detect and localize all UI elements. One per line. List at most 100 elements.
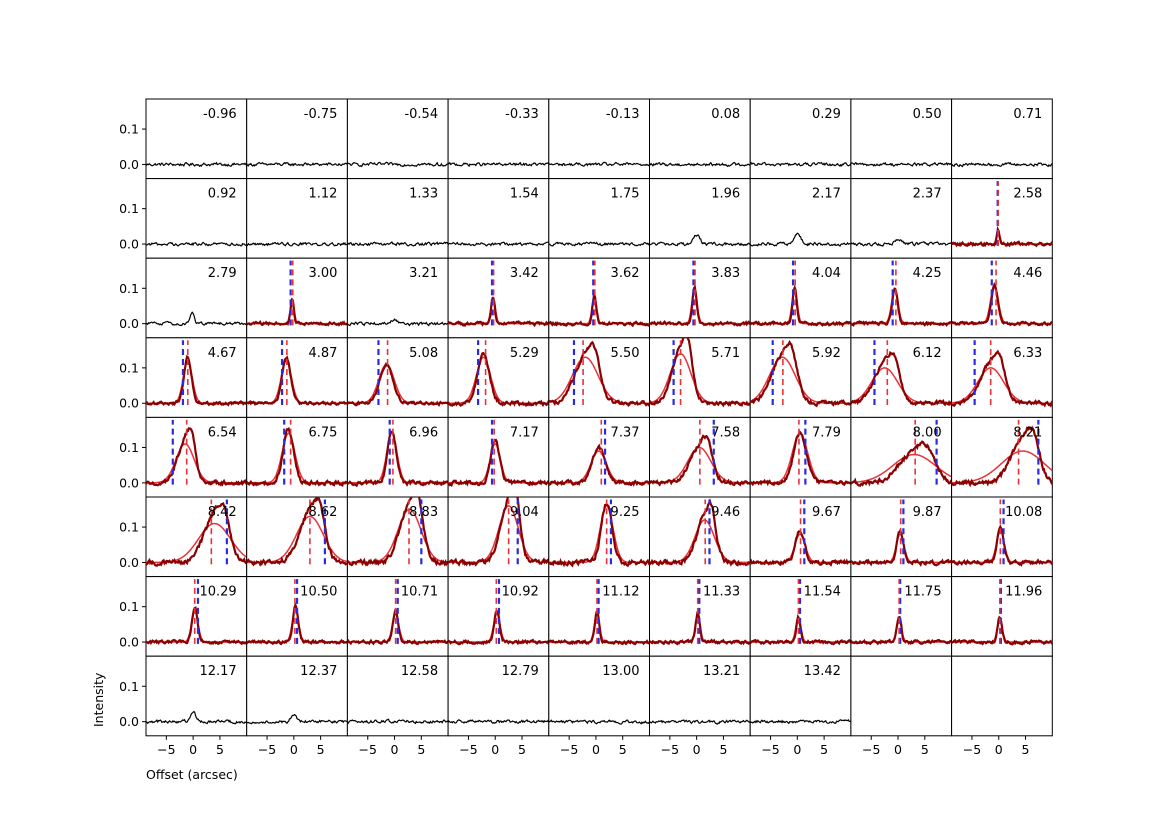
- data-curve: [649, 234, 751, 247]
- panel-label: 3.83: [711, 266, 740, 281]
- panel-label: -0.33: [505, 107, 539, 122]
- panel: 0.08: [649, 98, 751, 180]
- panel-frame: [850, 655, 953, 737]
- data-curve: [649, 611, 751, 646]
- panel-label: 5.71: [711, 346, 740, 361]
- x-tick-label: 5: [216, 742, 224, 757]
- panel: 4.04: [749, 257, 852, 339]
- panel: 12.79 −5 0 5: [447, 655, 550, 757]
- data-curve: [548, 290, 650, 328]
- panel-label: 5.92: [812, 346, 841, 361]
- x-tick-label: 0: [894, 742, 902, 757]
- panel-label: 12.17: [199, 664, 236, 679]
- x-tick-label: 5: [619, 742, 627, 757]
- data-curve: [951, 615, 1053, 646]
- data-curve: [649, 719, 751, 725]
- panel: 7.37: [548, 416, 650, 498]
- panel: 5.08: [346, 337, 449, 418]
- data-curve: [146, 241, 247, 247]
- panel-label: 9.67: [812, 505, 841, 520]
- panel: 7.79: [749, 416, 852, 498]
- y-tick-label: 0.1: [119, 201, 139, 216]
- panel: 8.42 0.0 0.1: [119, 496, 248, 578]
- panel: 2.58: [951, 178, 1053, 259]
- panel: 9.87: [850, 496, 953, 578]
- panel: 4.87: [246, 337, 348, 418]
- panel: 1.75: [548, 178, 650, 259]
- panel: 1.54: [447, 178, 550, 259]
- panel: 8.21: [951, 416, 1053, 498]
- data-curve: [548, 503, 650, 568]
- data-curve: [951, 281, 1053, 327]
- panel-label: 8.21: [1013, 425, 1042, 440]
- panel-frame: [145, 257, 248, 339]
- data-curve: [649, 337, 751, 408]
- y-tick-label: 0.0: [119, 316, 139, 331]
- panel: 5.92: [749, 337, 852, 418]
- panel: 3.83: [649, 257, 751, 339]
- data-curve: [246, 426, 348, 487]
- y-tick-label: 0.1: [119, 520, 139, 535]
- panel: 9.67: [749, 496, 852, 578]
- data-curve: [146, 161, 247, 168]
- panel: 4.46: [951, 257, 1053, 339]
- panel: 13.21 −5 0 5: [649, 655, 751, 757]
- panel-label: 10.08: [1005, 505, 1042, 520]
- panel-label: 12.79: [502, 664, 539, 679]
- x-tick-label: −5: [157, 742, 175, 757]
- data-curve: [750, 232, 851, 247]
- x-tick-label: 5: [921, 742, 929, 757]
- panel: 5.29: [447, 337, 550, 418]
- panel: 3.00: [246, 257, 348, 339]
- panel-label: 3.62: [611, 266, 640, 281]
- x-tick-label: 0: [995, 742, 1003, 757]
- panel-label: 1.75: [611, 187, 640, 202]
- y-tick-label: 0.0: [119, 475, 139, 490]
- panel: 6.96: [346, 416, 449, 498]
- panel-label: -0.96: [203, 107, 237, 122]
- panel-label: 5.08: [409, 346, 438, 361]
- data-curve: [951, 425, 1053, 488]
- panel-label: 10.29: [199, 585, 236, 600]
- panel: 3.62: [548, 257, 650, 339]
- x-tick-label: −5: [761, 742, 779, 757]
- data-curve: [448, 161, 549, 168]
- panel-frame: [850, 178, 953, 259]
- x-axis-label: Offset (arcsec): [146, 767, 238, 782]
- panel-label: 0.08: [711, 107, 740, 122]
- y-tick-label: 0.1: [119, 122, 139, 137]
- panel-label: 6.75: [308, 425, 337, 440]
- data-curve: [548, 241, 650, 247]
- data-curve: [750, 718, 851, 725]
- panel-label: -0.13: [606, 107, 640, 122]
- x-tick-label: 0: [491, 742, 499, 757]
- panel-label: -0.75: [304, 107, 338, 122]
- data-curve: [246, 355, 348, 407]
- panel: 2.37: [850, 178, 953, 259]
- panel: 10.29 0.0 0.1: [119, 576, 248, 657]
- panel: 4.67 0.0 0.1: [119, 337, 248, 418]
- data-curve: [347, 241, 449, 247]
- data-curve: [850, 287, 952, 327]
- data-curve: [951, 524, 1053, 567]
- panel-label: 1.33: [409, 187, 438, 202]
- panel: -0.96 0.0 0.1: [119, 98, 248, 180]
- panel: 1.33: [346, 178, 449, 259]
- panel: 10.92: [447, 576, 550, 657]
- panel-grid: -0.96 0.0 0.1 -0.75 -0.54 -0.33 -0.13 0.08 0.29 0…: [119, 98, 1053, 757]
- panel: 11.75: [850, 576, 953, 657]
- data-curve: [146, 710, 247, 725]
- panel-label: 9.25: [611, 505, 640, 520]
- data-curve: [146, 427, 247, 487]
- panel: 2.17: [749, 178, 852, 259]
- panel-label: 1.54: [510, 187, 539, 202]
- x-tick-label: 5: [417, 742, 425, 757]
- panel-label: 13.42: [804, 664, 841, 679]
- panel-label: 4.04: [812, 266, 841, 281]
- panel-frame: [649, 337, 751, 418]
- data-curve: [146, 606, 247, 646]
- panel: 11.12: [548, 576, 650, 657]
- panel: 3.42: [447, 257, 550, 339]
- x-tick-label: 0: [592, 742, 600, 757]
- x-tick-label: −5: [459, 742, 477, 757]
